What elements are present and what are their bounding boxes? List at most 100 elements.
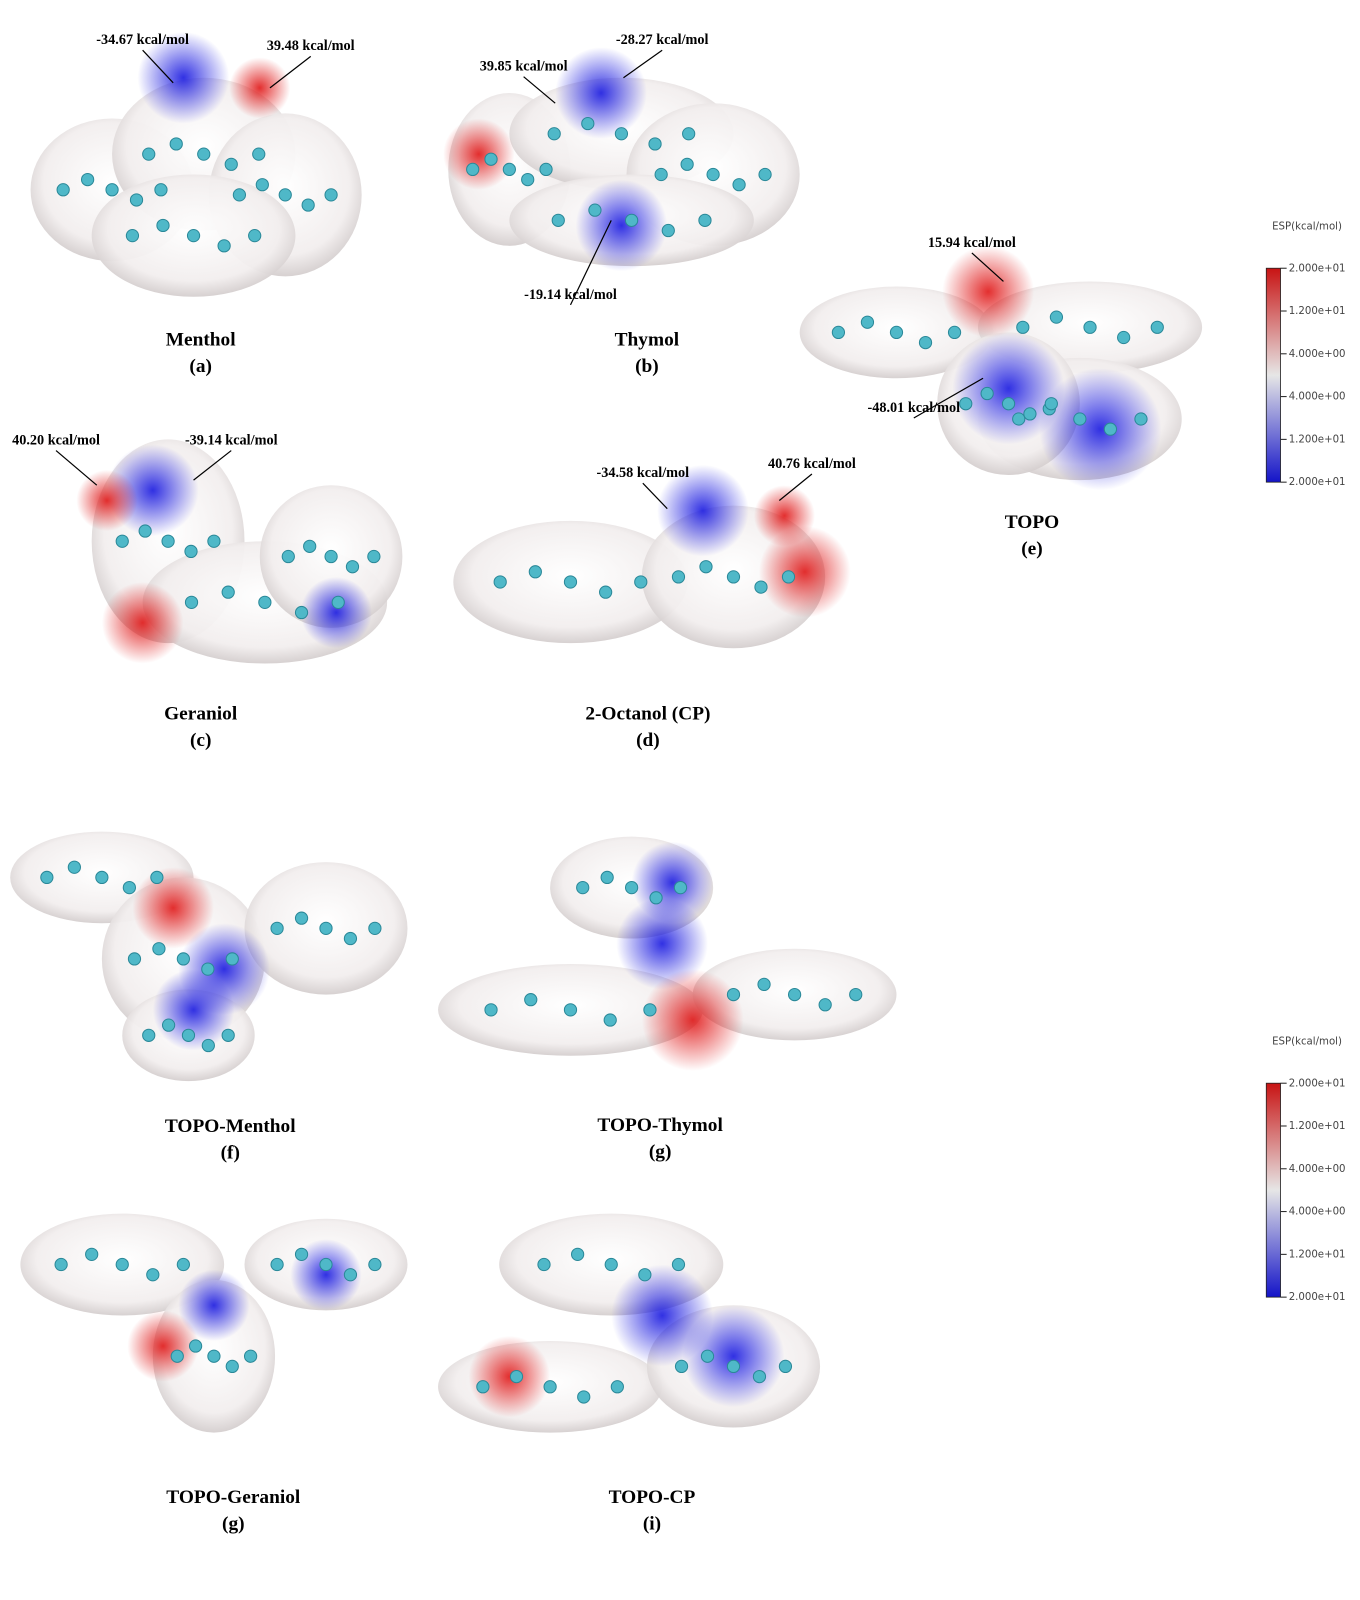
esp-region	[657, 464, 749, 557]
esp-region	[952, 332, 1065, 445]
colorbar-label: 2.000e+01	[1289, 477, 1346, 488]
atom	[600, 870, 614, 885]
esp-region	[753, 485, 815, 547]
atom	[947, 325, 962, 340]
atom	[232, 188, 247, 202]
panel-letter: (f)	[221, 1143, 240, 1164]
atom	[255, 178, 269, 192]
atom	[1023, 407, 1037, 421]
atom	[700, 1349, 715, 1363]
colorbar	[1265, 1082, 1281, 1298]
atom	[40, 870, 54, 885]
panel-letter: (a)	[189, 356, 212, 377]
atom	[818, 998, 832, 1012]
colorbar-label: 1.200e+01	[1289, 1121, 1346, 1132]
atom	[551, 213, 565, 227]
atom	[547, 127, 561, 141]
atom	[624, 213, 639, 227]
atom	[324, 549, 338, 564]
leader-line	[569, 220, 612, 306]
atom	[161, 534, 175, 548]
colorbar-label: 2.000e+01	[1289, 1292, 1346, 1303]
atom	[674, 1359, 689, 1374]
panel-name: 2-Octanol (CP)	[585, 704, 710, 725]
atom	[127, 952, 142, 966]
esp-region	[127, 1310, 199, 1382]
esp-region	[682, 1305, 785, 1408]
esp-annotation: 39.48 kcal/mol	[267, 38, 355, 54]
atom	[138, 524, 152, 538]
panel-letter: (g)	[222, 1513, 245, 1534]
esp-region	[641, 969, 744, 1071]
atom	[301, 198, 315, 212]
atom	[484, 152, 498, 166]
panel-name: TOPO-Menthol	[165, 1116, 296, 1137]
atom	[345, 560, 360, 574]
atom	[959, 397, 973, 411]
panel-letter: (c)	[190, 730, 211, 751]
atom	[726, 987, 741, 1002]
colorbar-title: ESP(kcal/mol)	[1272, 222, 1342, 233]
esp-annotation: -39.14 kcal/mol	[185, 432, 278, 448]
atom	[699, 560, 713, 574]
atom	[484, 1003, 498, 1017]
atom	[624, 880, 639, 895]
panel-letter: (b)	[635, 356, 659, 377]
esp-region	[758, 525, 851, 618]
leader-line	[778, 473, 813, 501]
atom	[1073, 412, 1087, 426]
atom	[521, 172, 535, 187]
atom	[181, 1028, 196, 1042]
atom	[324, 188, 338, 202]
atom	[67, 860, 81, 874]
atom	[270, 1257, 284, 1272]
colorbar-label: 4.000e+00	[1289, 349, 1346, 360]
esp-region	[178, 1269, 250, 1341]
atom	[528, 565, 542, 579]
esp-region	[152, 969, 235, 1051]
atom	[493, 575, 507, 589]
atom	[524, 993, 538, 1007]
atom	[604, 1257, 618, 1272]
atom	[543, 1380, 557, 1394]
atom	[201, 1038, 215, 1053]
atom	[142, 1028, 156, 1042]
atom	[252, 147, 266, 161]
atom	[537, 1257, 551, 1272]
atom	[221, 1028, 235, 1042]
atom	[980, 386, 994, 401]
atom	[671, 570, 686, 584]
atom	[1049, 310, 1064, 324]
esp-region	[137, 31, 230, 124]
atom	[1150, 320, 1164, 334]
atom	[294, 911, 309, 925]
atom	[671, 1257, 686, 1272]
atom	[197, 147, 211, 161]
colorbar-label: 1.200e+01	[1289, 1249, 1346, 1260]
atom	[860, 315, 875, 329]
atom	[758, 167, 772, 182]
atom	[243, 1349, 258, 1363]
atom	[258, 595, 272, 609]
atom	[509, 1369, 524, 1384]
atom	[95, 870, 109, 885]
esp-annotation: 40.20 kcal/mol	[12, 432, 100, 448]
atom	[152, 942, 166, 956]
atom	[849, 987, 863, 1002]
atom	[757, 977, 771, 992]
atom	[706, 167, 720, 182]
atom	[539, 162, 553, 177]
panel-letter: (i)	[643, 1513, 661, 1534]
esp-region	[942, 245, 1035, 338]
atom	[682, 127, 696, 141]
atom	[599, 585, 613, 599]
atom	[217, 239, 231, 253]
esp-annotation: -48.01 kcal/mol	[867, 400, 960, 416]
atom	[105, 183, 119, 197]
atom	[142, 147, 156, 161]
panel-name: TOPO-Geraniol	[166, 1487, 301, 1508]
atom	[54, 1257, 68, 1272]
atom	[610, 1380, 624, 1394]
atom	[563, 575, 578, 589]
